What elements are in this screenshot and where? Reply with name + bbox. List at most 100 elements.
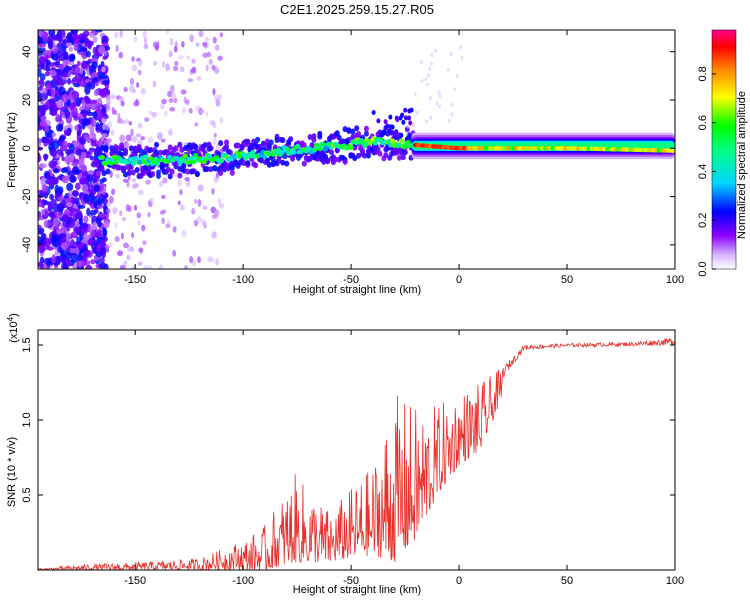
heatmap-cell [446, 67, 450, 72]
x-tick-label: 100 [666, 575, 684, 587]
heatmap-cell [161, 98, 167, 105]
heatmap-cell [375, 146, 381, 153]
heatmap-cell [80, 227, 88, 235]
heatmap-cell [123, 86, 128, 93]
heatmap-cell [38, 137, 42, 144]
heatmap-cell [95, 30, 103, 33]
heatmap-cell [73, 169, 81, 175]
heatmap-cell [219, 117, 224, 124]
heatmap-cell [87, 42, 92, 50]
heatmap-cell [255, 136, 261, 143]
heatmap-cell [213, 208, 220, 217]
heatmap-cell [59, 233, 67, 243]
colorbar-tick-label: 0.2 [697, 213, 709, 228]
heatmap-cell [399, 132, 404, 138]
heatmap-cell [415, 110, 419, 115]
heatmap-cell [264, 138, 270, 145]
heatmap-cell [109, 195, 114, 204]
heatmap-cell [377, 150, 383, 157]
heatmap-cell [191, 259, 197, 267]
heatmap-cell [110, 93, 116, 100]
heatmap-cell [131, 232, 135, 239]
heatmap-cell [336, 134, 342, 141]
heatmap-cell [138, 261, 143, 266]
heatmap-cell [669, 148, 675, 153]
heatmap-cell [288, 136, 294, 143]
heatmap-cell [58, 30, 66, 39]
heatmap-cell [120, 101, 125, 107]
snr-series-line [38, 337, 675, 570]
heatmap-cell [212, 137, 217, 146]
heatmap-cell [135, 133, 142, 138]
heatmap-cell [114, 236, 120, 243]
heatmap-cell [137, 189, 144, 196]
heatmap-cell [218, 158, 225, 164]
heatmap-cell [102, 123, 107, 131]
heatmap-cell [124, 119, 130, 124]
heatmap-cell [157, 149, 163, 156]
heatmap-cell [163, 110, 168, 117]
heatmap-cell [424, 77, 428, 82]
heatmap-cell [169, 37, 174, 46]
heatmap-cell [204, 37, 210, 42]
heatmap-cell [136, 212, 142, 219]
heatmap-cell [48, 202, 53, 210]
heatmap-cell [173, 46, 178, 53]
heatmap-cell [449, 52, 453, 57]
heatmap-cell [158, 180, 164, 187]
heatmap-cell [111, 188, 116, 196]
heatmap-cell [196, 75, 202, 81]
x-tick-label: -150 [124, 575, 146, 587]
y-tick-label: -40 [21, 237, 33, 253]
heatmap-cell [101, 188, 106, 196]
heatmap-cell [307, 133, 313, 140]
heatmap-cell [147, 136, 154, 144]
x-tick-label: 100 [666, 274, 684, 286]
heatmap-cell [86, 207, 91, 217]
heatmap-cell [133, 204, 138, 211]
heatmap-cell [195, 42, 200, 48]
heatmap-cell [64, 197, 72, 203]
heatmap-cell [428, 66, 432, 71]
heatmap-cell [130, 169, 136, 176]
heatmap-cell [206, 51, 212, 58]
heatmap-cell [66, 202, 73, 208]
heatmap-cell [67, 36, 74, 43]
heatmap-cell [165, 149, 171, 156]
heatmap-cell [48, 70, 57, 77]
x-tick-label: 0 [456, 575, 462, 587]
heatmap-cell [177, 200, 181, 206]
heatmap-cell [97, 220, 102, 228]
figure-title: C2E1.2025.259.15.27.R05 [280, 2, 434, 17]
heatmap-cell [389, 138, 396, 144]
heatmap-cell [342, 158, 348, 165]
heatmap-cell [40, 209, 46, 215]
heatmap-cell [218, 140, 224, 147]
heatmap-cell [185, 168, 191, 175]
heatmap-cell [59, 144, 68, 152]
heatmap-cell [177, 141, 183, 148]
heatmap-cell [123, 242, 129, 249]
heatmap-cell [365, 152, 371, 159]
heatmap-cell [224, 139, 230, 146]
heatmap-cell [74, 125, 79, 131]
heatmap-cell [38, 195, 42, 203]
heatmap-cell [152, 61, 158, 66]
heatmap-cell [388, 114, 393, 120]
heatmap-cell [92, 76, 99, 83]
x-tick-label: 0 [456, 274, 462, 286]
heatmap-cell [257, 143, 263, 150]
heatmap-cell [191, 207, 196, 215]
x-tick-label: -150 [124, 274, 146, 286]
heatmap-cell [181, 40, 185, 48]
heatmap-cell [185, 180, 191, 188]
heatmap-cell [52, 168, 60, 174]
snr-x-axis: -150 -100 -50 0 50 100 [124, 330, 684, 587]
heatmap-cell [145, 179, 151, 185]
heatmap-cell [280, 159, 286, 166]
heatmap-cell [169, 107, 176, 112]
heatmap-cell [51, 132, 57, 138]
heatmap-cell [152, 80, 157, 88]
heatmap-cell [68, 46, 73, 52]
